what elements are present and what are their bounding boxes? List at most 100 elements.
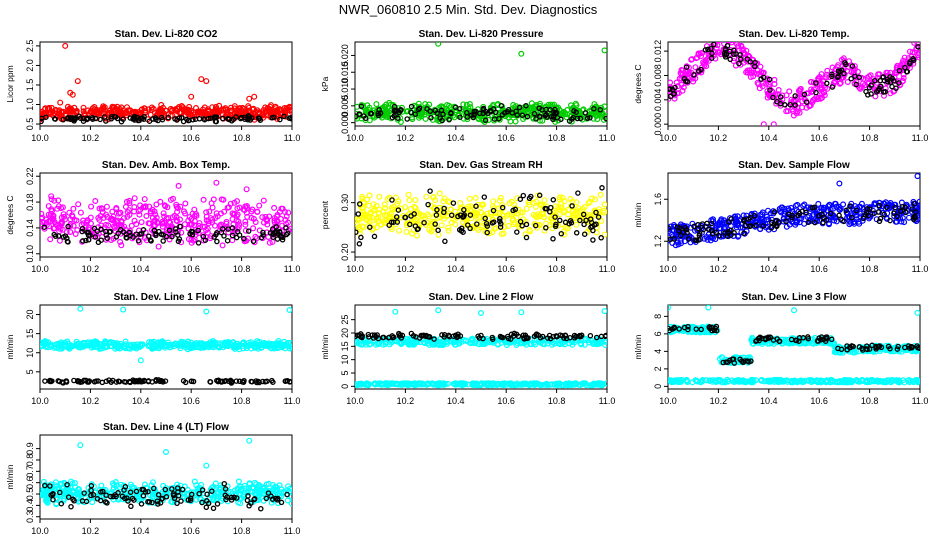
primary-point xyxy=(88,344,95,351)
x-tick-label: 10.6 xyxy=(182,133,200,143)
primary-point xyxy=(553,380,560,387)
secondary-point xyxy=(229,232,236,239)
secondary-point xyxy=(671,236,677,242)
primary-point xyxy=(285,209,292,216)
primary-point xyxy=(114,345,121,352)
primary-point xyxy=(59,226,66,233)
primary-point xyxy=(103,203,110,210)
primary-point xyxy=(567,196,574,203)
secondary-point xyxy=(286,379,292,385)
secondary-point xyxy=(571,108,577,114)
secondary-point xyxy=(468,112,475,118)
primary-point xyxy=(73,108,80,115)
x-tick-label: 10.6 xyxy=(497,264,515,274)
secondary-point xyxy=(224,237,231,244)
secondary-point xyxy=(705,226,712,233)
primary-point xyxy=(100,106,107,113)
primary-point xyxy=(585,200,592,207)
primary-point xyxy=(445,227,452,234)
primary-point xyxy=(430,194,437,201)
primary-point xyxy=(569,339,576,346)
primary-point xyxy=(406,337,413,344)
primary-point xyxy=(788,204,795,211)
secondary-point xyxy=(89,114,96,121)
secondary-point xyxy=(169,233,175,240)
secondary-point xyxy=(591,106,597,112)
primary-point xyxy=(475,116,482,123)
primary-point xyxy=(362,339,369,346)
primary-point xyxy=(70,222,77,229)
primary-point xyxy=(505,222,512,229)
primary-point xyxy=(394,200,401,207)
primary-point xyxy=(715,49,722,56)
secondary-point xyxy=(64,238,71,245)
primary-point xyxy=(792,202,799,209)
secondary-point xyxy=(771,209,778,215)
secondary-point xyxy=(887,217,893,224)
primary-point xyxy=(723,218,730,225)
primary-point xyxy=(364,380,371,387)
primary-point xyxy=(830,205,837,212)
secondary-point xyxy=(554,334,560,340)
primary-point xyxy=(178,102,185,109)
primary-point xyxy=(112,340,119,347)
secondary-point xyxy=(866,206,873,212)
primary-point xyxy=(376,193,383,200)
primary-point xyxy=(152,217,159,224)
primary-point xyxy=(763,213,770,220)
primary-point xyxy=(699,49,706,56)
secondary-point xyxy=(872,77,878,84)
secondary-point xyxy=(792,93,798,99)
primary-point xyxy=(117,209,124,216)
primary-point xyxy=(786,221,793,228)
secondary-point xyxy=(367,111,374,117)
secondary-point xyxy=(581,231,588,237)
primary-point xyxy=(701,235,708,242)
primary-point xyxy=(173,214,180,221)
primary-point xyxy=(719,36,724,41)
primary-point xyxy=(499,380,506,387)
primary-point xyxy=(165,215,172,222)
secondary-point xyxy=(813,80,819,86)
primary-point xyxy=(93,109,100,116)
y-tick-label: 0.30 xyxy=(340,194,350,212)
primary-point xyxy=(421,339,428,346)
primary-point xyxy=(549,101,556,108)
secondary-point xyxy=(543,225,549,231)
secondary-point xyxy=(868,91,874,97)
primary-point xyxy=(242,227,249,234)
primary-point xyxy=(49,216,56,223)
secondary-point xyxy=(577,217,583,224)
secondary-point xyxy=(531,110,538,117)
primary-point xyxy=(537,213,544,220)
secondary-point xyxy=(868,82,874,88)
x-tick-label: 10.6 xyxy=(810,396,828,406)
primary-point xyxy=(685,64,692,71)
primary-point xyxy=(218,196,225,203)
primary-point xyxy=(375,214,382,221)
primary-point xyxy=(137,357,144,364)
primary-point xyxy=(680,84,687,91)
primary-point xyxy=(717,32,722,37)
primary-point xyxy=(359,193,366,200)
x-tick-label: 10.8 xyxy=(861,396,879,406)
primary-point xyxy=(716,221,723,228)
primary-point xyxy=(883,69,890,76)
primary-point xyxy=(405,380,412,387)
primary-point xyxy=(853,216,860,223)
primary-point xyxy=(601,103,607,110)
primary-point xyxy=(573,199,580,206)
primary-point xyxy=(423,193,430,200)
secondary-point xyxy=(371,233,378,240)
primary-point xyxy=(182,200,189,207)
secondary-point xyxy=(92,115,99,122)
secondary-point xyxy=(887,79,894,85)
primary-point xyxy=(215,343,222,350)
secondary-point xyxy=(439,117,445,124)
secondary-point xyxy=(892,204,898,211)
primary-point xyxy=(158,339,165,346)
primary-point xyxy=(731,42,737,44)
primary-point xyxy=(480,201,487,208)
